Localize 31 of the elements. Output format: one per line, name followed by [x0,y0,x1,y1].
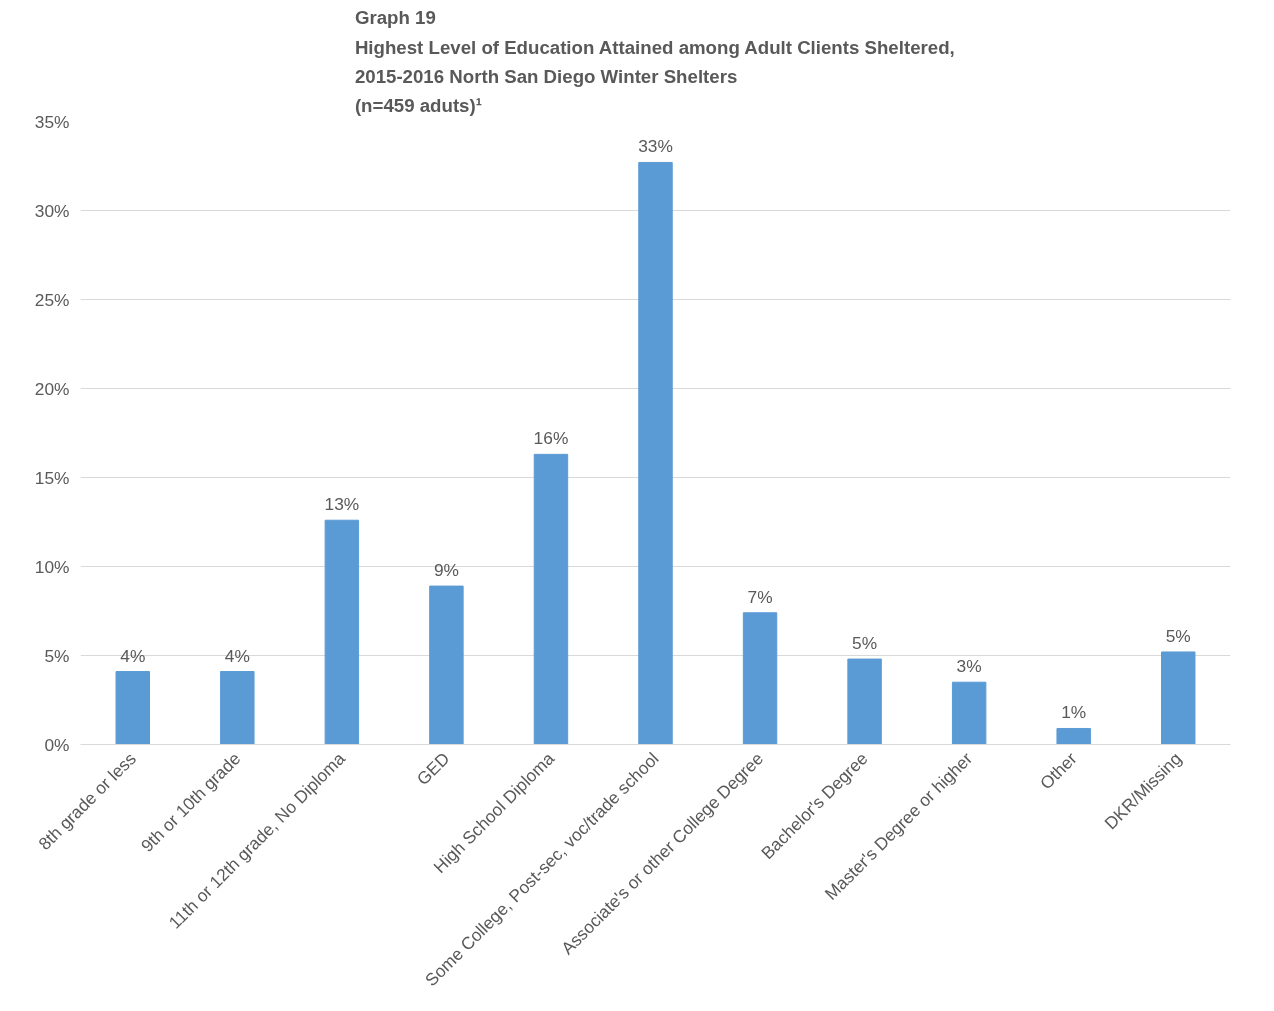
y-tick-label: 0% [44,734,70,755]
y-tick-label: 10% [34,556,70,577]
bar [742,612,778,745]
bar [1056,727,1091,745]
bar [533,453,569,745]
bar [1161,651,1196,745]
data-label: 7% [747,586,773,607]
data-label: 5% [1165,625,1191,646]
data-label: 5% [852,633,878,654]
data-label: 33% [638,136,673,157]
bar [638,161,673,745]
bar [847,658,882,745]
bar [324,519,360,745]
data-label: 4% [120,645,146,666]
data-label: 9% [433,560,459,581]
y-tick-label: 20% [34,378,70,399]
data-label: 3% [956,656,982,677]
bar [220,671,255,745]
y-tick-label: 25% [34,289,70,310]
y-tick-label: 15% [34,467,70,488]
bar [951,681,987,745]
data-label: 1% [1061,702,1087,723]
data-label: 16% [533,428,569,449]
data-label: 13% [324,494,360,515]
y-tick-label: 30% [34,200,70,221]
bar [429,585,464,745]
data-label: 4% [224,645,250,666]
chart-title: Graph 19 Highest Level of Education Attained among Adult Clients Sheltered, 2015-2016 North San Diego Winter Shelters (n=459 aduts)¹ [354,7,955,117]
y-tick-label: 35% [34,111,70,132]
y-tick-label: 5% [44,645,70,666]
bar [115,671,150,745]
